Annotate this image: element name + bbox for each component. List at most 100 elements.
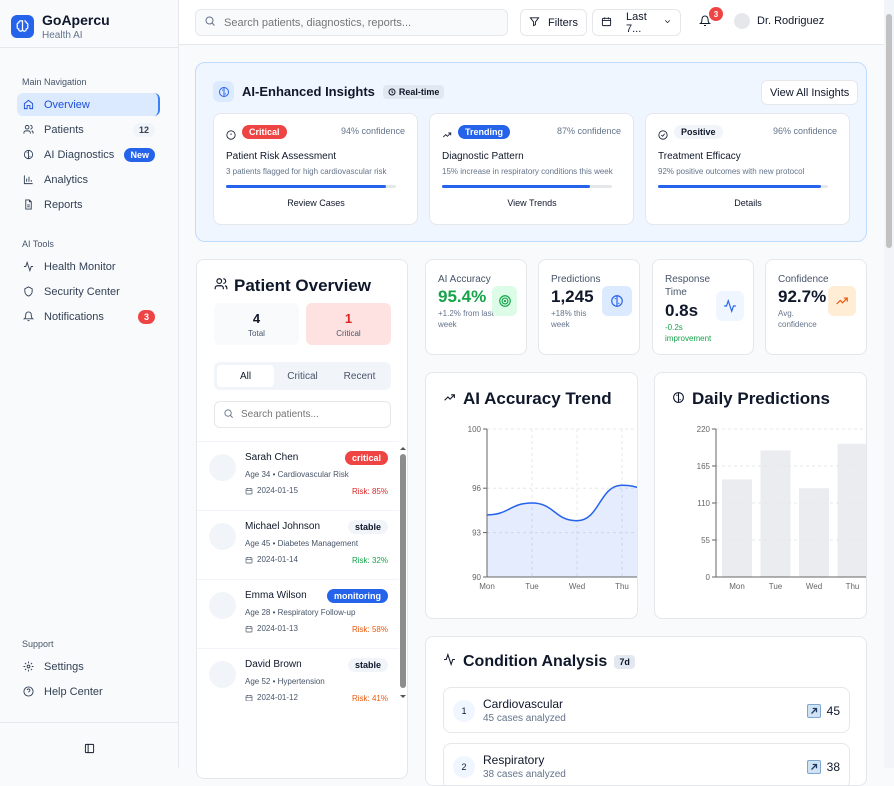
status-badge: critical bbox=[344, 451, 388, 465]
bell-icon bbox=[23, 311, 34, 322]
sidebar-item-label: Analytics bbox=[44, 173, 89, 186]
insight-description: 15% increase in respiratory conditions t… bbox=[442, 167, 613, 176]
patient-row[interactable]: David Brown Age 52 • Hypertension 2024-01-… bbox=[197, 648, 399, 701]
patient-date-text: 2024-01-13 bbox=[257, 624, 298, 633]
notifications-bell-icon[interactable] bbox=[698, 14, 712, 32]
bar-chart-icon bbox=[23, 174, 34, 185]
sidebar-item-security-center[interactable]: Security Center bbox=[17, 280, 160, 303]
condition-row[interactable]: 2 Respiratory 38 cases analyzed 38 bbox=[443, 743, 850, 785]
insight-title: Diagnostic Pattern bbox=[442, 151, 524, 162]
page-scrollbar[interactable] bbox=[884, 0, 894, 768]
condition-row[interactable]: 1 Cardiovascular 45 cases analyzed 45 bbox=[443, 687, 850, 733]
patient-detail: Age 34 • Cardiovascular Risk bbox=[245, 470, 349, 479]
metric-label: Predictions bbox=[551, 274, 601, 285]
condition-rank: 2 bbox=[453, 756, 475, 778]
sidebar-item-patients[interactable]: Patients 12 bbox=[17, 118, 160, 141]
patient-risk: Risk: 58% bbox=[351, 625, 388, 634]
patient-overview-panel: Patient Overview 4 Total 1 Critical All … bbox=[196, 259, 408, 779]
realtime-badge: Real-time bbox=[382, 84, 445, 99]
patient-list-scrollbar[interactable] bbox=[400, 445, 406, 700]
patient-name: David Brown bbox=[245, 659, 302, 670]
activity-icon bbox=[23, 261, 34, 272]
details-button[interactable]: Details bbox=[734, 198, 762, 208]
total-value: 4 bbox=[252, 311, 261, 326]
patient-overview-title: Patient Overview bbox=[234, 276, 372, 295]
sidebar-item-help-center[interactable]: Help Center bbox=[17, 680, 160, 703]
sidebar-item-label: Notifications bbox=[44, 310, 104, 323]
clock-icon bbox=[388, 88, 396, 95]
status-badge: stable bbox=[347, 520, 388, 534]
metric-confidence: Confidence 92.7% Avg. confidence bbox=[765, 259, 867, 355]
global-search[interactable] bbox=[195, 9, 508, 36]
users-icon bbox=[23, 124, 34, 135]
sidebar-item-notifications[interactable]: Notifications 3 bbox=[17, 305, 160, 328]
view-all-insights-button[interactable]: View All Insights bbox=[761, 80, 859, 105]
sidebar-item-settings[interactable]: Settings bbox=[17, 655, 160, 678]
alert-circle-icon bbox=[226, 127, 236, 145]
sidebar-item-ai-diagnostics[interactable]: AI Diagnostics New bbox=[17, 143, 160, 166]
search-icon bbox=[204, 14, 216, 32]
ai-insights-panel: AI-Enhanced Insights Real-time View All … bbox=[195, 62, 867, 242]
view-trends-button[interactable]: View Trends bbox=[507, 198, 557, 208]
patient-risk: Risk: 85% bbox=[351, 487, 388, 496]
critical-label: Critical bbox=[336, 329, 361, 338]
metric-sub: -0.2s improvement bbox=[665, 323, 712, 343]
patients-count-badge: 12 bbox=[132, 122, 155, 137]
insight-confidence: 87% confidence bbox=[556, 126, 621, 136]
activity-icon bbox=[443, 652, 456, 671]
sidebar-item-label: AI Diagnostics bbox=[44, 148, 115, 161]
patient-row[interactable]: Emma Wilson Age 28 • Respiratory Follow-u… bbox=[197, 579, 399, 648]
search-icon bbox=[223, 406, 234, 424]
tab-recent[interactable]: Recent bbox=[343, 370, 376, 382]
metric-value: 95.4% bbox=[438, 287, 487, 306]
support-heading: Support bbox=[22, 639, 54, 649]
brain-icon bbox=[213, 81, 234, 102]
condition-value: 38 bbox=[826, 760, 840, 774]
condition-value-wrap: 38 bbox=[806, 760, 840, 774]
patient-row[interactable]: Michael Johnson Age 45 • Diabetes Managem… bbox=[197, 510, 399, 579]
page-scrollbar-thumb[interactable] bbox=[886, 14, 892, 248]
metric-value: 92.7% bbox=[778, 287, 827, 306]
patient-row[interactable]: Sarah Chen Age 34 • Cardiovascular Risk 20… bbox=[197, 441, 399, 510]
review-cases-button[interactable]: Review Cases bbox=[287, 198, 345, 208]
condition-name: Respiratory bbox=[483, 753, 545, 767]
user-menu[interactable]: Dr. Rodriguez bbox=[734, 13, 824, 29]
condition-rank: 1 bbox=[453, 700, 475, 722]
metric-response-time: Response Time 0.8s -0.2s improvement bbox=[652, 259, 754, 355]
insights-title: AI-Enhanced Insights bbox=[242, 84, 375, 99]
activity-icon bbox=[716, 291, 744, 321]
brand-subtitle: Health AI bbox=[42, 30, 83, 41]
insight-confidence: 94% confidence bbox=[340, 126, 405, 136]
brain-icon bbox=[602, 286, 632, 316]
tab-critical[interactable]: Critical bbox=[287, 370, 318, 382]
date-range-select[interactable]: Last 7... bbox=[592, 9, 681, 36]
sidebar-toggle-icon[interactable] bbox=[84, 741, 95, 759]
status-badge: stable bbox=[347, 658, 388, 672]
sidebar-item-label: Reports bbox=[44, 198, 83, 211]
realtime-label: Real-time bbox=[398, 86, 440, 97]
metric-predictions: Predictions 1,245 +18% this week bbox=[538, 259, 640, 355]
patient-search[interactable] bbox=[214, 401, 391, 428]
sidebar-item-label: Overview bbox=[44, 98, 90, 111]
insight-progress bbox=[442, 185, 612, 188]
shield-icon bbox=[23, 286, 34, 297]
sidebar-item-reports[interactable]: Reports bbox=[17, 193, 160, 216]
critical-patients-stat: 1 Critical bbox=[306, 303, 391, 345]
sidebar-item-label: Security Center bbox=[44, 285, 120, 298]
filters-button[interactable]: Filters bbox=[520, 9, 587, 36]
patient-name: Michael Johnson bbox=[245, 521, 321, 532]
patient-detail: Age 28 • Respiratory Follow-up bbox=[245, 608, 356, 617]
sidebar-item-overview[interactable]: Overview bbox=[17, 93, 160, 116]
brain-logo-icon bbox=[11, 15, 34, 38]
chart-title: AI Accuracy Trend bbox=[463, 389, 612, 408]
chevron-down-icon bbox=[663, 17, 672, 29]
brand[interactable]: GoApercu Health AI bbox=[11, 12, 110, 41]
main-nav-heading: Main Navigation bbox=[22, 77, 87, 87]
sidebar-divider bbox=[0, 47, 178, 48]
sidebar-item-health-monitor[interactable]: Health Monitor bbox=[17, 255, 160, 278]
search-input[interactable] bbox=[224, 16, 494, 29]
patient-search-input[interactable] bbox=[241, 409, 381, 420]
patient-date-text: 2024-01-12 bbox=[257, 693, 298, 701]
tab-all[interactable]: All bbox=[217, 365, 274, 387]
sidebar-item-analytics[interactable]: Analytics bbox=[17, 168, 160, 191]
